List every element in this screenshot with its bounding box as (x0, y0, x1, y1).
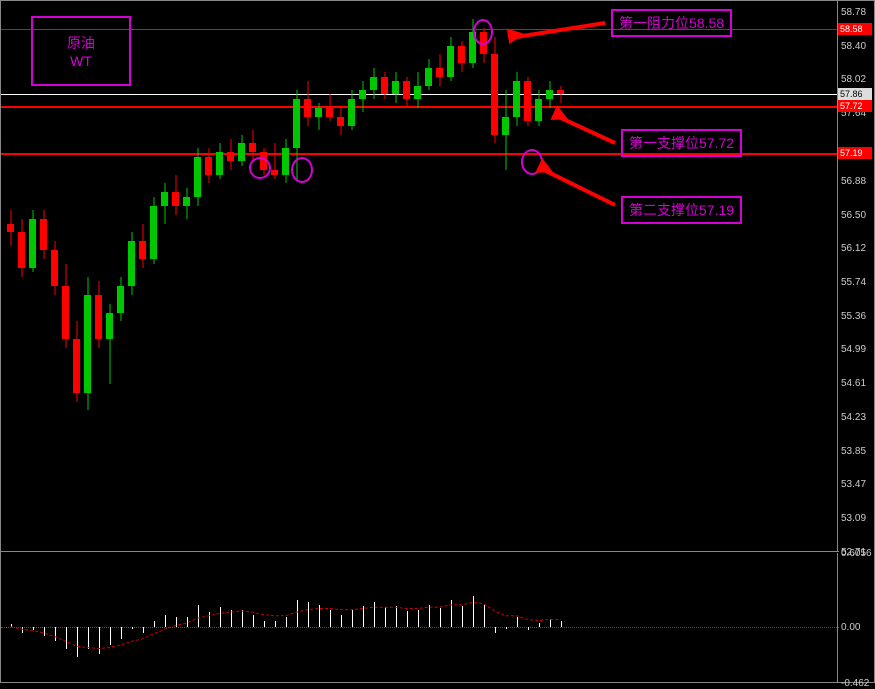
price-marker: 57.86 (838, 88, 872, 100)
price-tick: 55.36 (841, 311, 866, 322)
macd-tick: -0.462 (841, 678, 869, 689)
candle[interactable] (358, 1, 367, 552)
candle[interactable] (226, 1, 235, 552)
circle-marker (291, 157, 313, 183)
arrow (560, 116, 616, 145)
macd-tick: 0.6056 (841, 548, 872, 559)
circle-marker (473, 19, 493, 45)
candle[interactable] (17, 1, 26, 552)
price-tick: 54.61 (841, 378, 866, 389)
circle-marker (249, 157, 271, 179)
candle[interactable] (149, 1, 158, 552)
candle[interactable] (556, 1, 565, 552)
annotation-label: 第一支撑位57.72 (621, 129, 742, 157)
price-tick: 55.74 (841, 277, 866, 288)
candle[interactable] (490, 1, 499, 552)
candle[interactable] (534, 1, 543, 552)
candle[interactable] (248, 1, 257, 552)
arrow-head (507, 26, 525, 44)
candle[interactable] (138, 1, 147, 552)
price-tick: 56.12 (841, 243, 866, 254)
macd-y-axis: 0.60560.00-0.462 (837, 553, 874, 683)
price-tick: 53.85 (841, 446, 866, 457)
price-tick: 54.99 (841, 344, 866, 355)
candle[interactable] (215, 1, 224, 552)
annotation-label: 第二支撑位57.19 (621, 196, 742, 224)
candle[interactable] (281, 1, 290, 552)
price-tick: 53.47 (841, 479, 866, 490)
candle[interactable] (171, 1, 180, 552)
candle[interactable] (479, 1, 488, 552)
candle[interactable] (6, 1, 15, 552)
candle[interactable] (545, 1, 554, 552)
price-tick: 56.88 (841, 176, 866, 187)
candle[interactable] (468, 1, 477, 552)
macd-signal-line (1, 553, 839, 683)
candle[interactable] (435, 1, 444, 552)
candle[interactable] (204, 1, 213, 552)
candle[interactable] (182, 1, 191, 552)
price-tick: 53.09 (841, 513, 866, 524)
candle[interactable] (369, 1, 378, 552)
candle[interactable] (446, 1, 455, 552)
price-tick: 56.50 (841, 210, 866, 221)
candle[interactable] (501, 1, 510, 552)
candle[interactable] (380, 1, 389, 552)
chart-container: 原油WT 第一阻力位58.58 第一支撑位57.72 第二支撑位57.19 58.78… (0, 0, 875, 683)
candle[interactable] (457, 1, 466, 552)
price-tick: 58.78 (841, 7, 866, 18)
candle[interactable] (391, 1, 400, 552)
candle[interactable] (270, 1, 279, 552)
candle[interactable] (512, 1, 521, 552)
candle[interactable] (424, 1, 433, 552)
price-pane[interactable]: 原油WT 第一阻力位58.58 第一支撑位57.72 第二支撑位57.19 (1, 1, 839, 552)
candle[interactable] (292, 1, 301, 552)
title-box: 原油WT (31, 16, 131, 86)
price-tick: 58.02 (841, 74, 866, 85)
candle[interactable] (237, 1, 246, 552)
candle[interactable] (160, 1, 169, 552)
candle[interactable] (523, 1, 532, 552)
price-y-axis: 58.7858.4058.0257.6456.8856.5056.1255.74… (837, 1, 874, 552)
candle[interactable] (336, 1, 345, 552)
macd-pane[interactable] (1, 553, 839, 683)
price-marker: 57.72 (838, 100, 872, 112)
price-marker: 58.58 (838, 23, 872, 35)
macd-tick: 0.00 (841, 622, 860, 633)
annotation-label: 第一阻力位58.58 (611, 9, 732, 37)
price-marker: 57.19 (838, 147, 872, 159)
price-tick: 54.23 (841, 412, 866, 423)
candle[interactable] (303, 1, 312, 552)
candle[interactable] (193, 1, 202, 552)
candle[interactable] (325, 1, 334, 552)
candle[interactable] (413, 1, 422, 552)
candle[interactable] (402, 1, 411, 552)
candle[interactable] (314, 1, 323, 552)
candle[interactable] (259, 1, 268, 552)
price-tick: 58.40 (841, 41, 866, 52)
candle[interactable] (347, 1, 356, 552)
